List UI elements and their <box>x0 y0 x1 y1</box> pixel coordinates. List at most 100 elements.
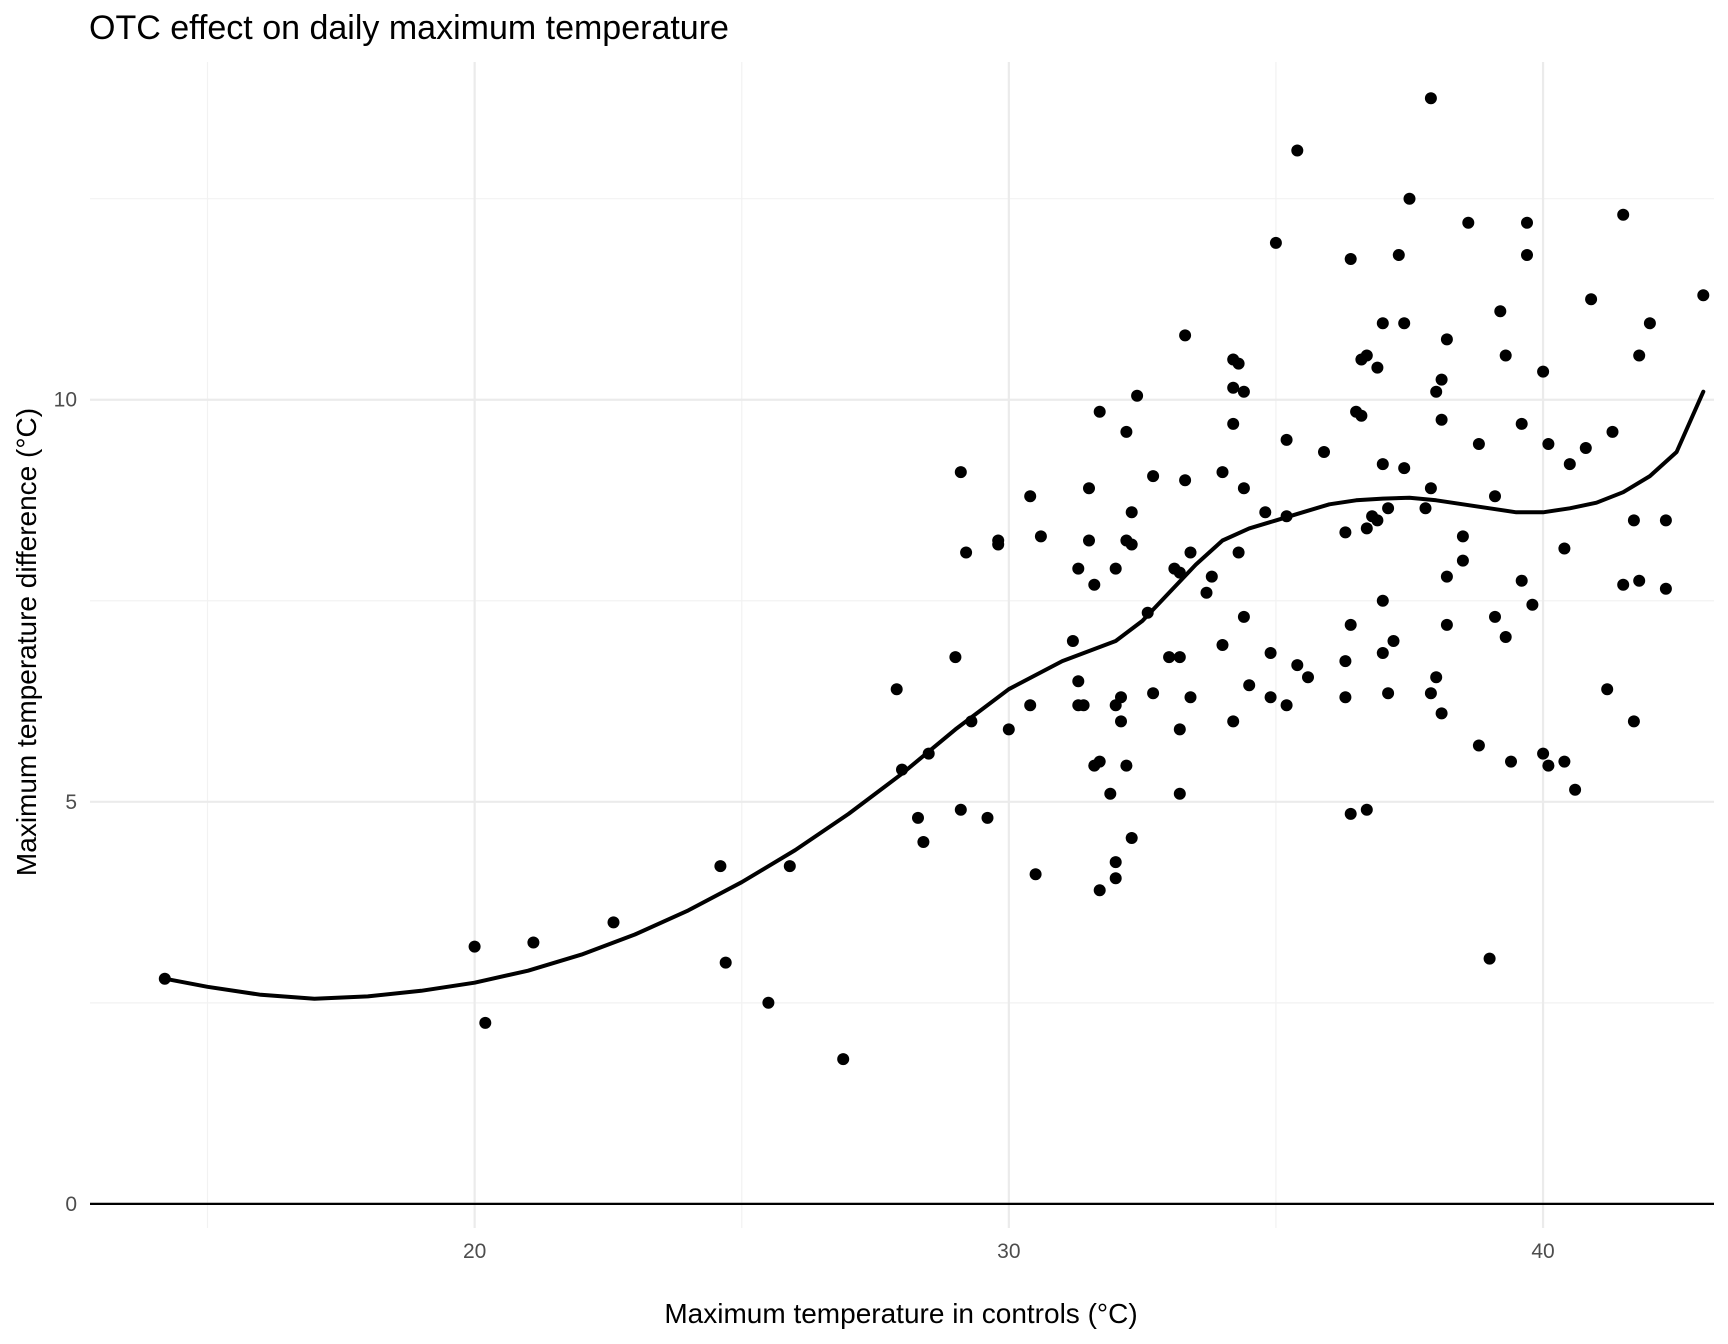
data-point <box>1456 554 1469 567</box>
y-tick-label: 10 <box>54 389 77 412</box>
data-point <box>837 1053 850 1066</box>
x-tick-label: 40 <box>1531 1240 1554 1263</box>
data-point <box>1339 655 1352 668</box>
data-point <box>1120 759 1133 772</box>
data-point <box>1344 253 1357 265</box>
data-point <box>1104 787 1117 800</box>
data-point <box>158 972 171 985</box>
data-point <box>992 534 1005 547</box>
data-point <box>1355 409 1368 422</box>
data-point <box>949 651 962 664</box>
x-axis-ticks: 20 30 40 <box>463 1240 1555 1263</box>
x-tick-label: 20 <box>463 1240 486 1263</box>
data-point <box>1259 506 1272 519</box>
data-point <box>1237 482 1250 495</box>
data-point <box>527 936 540 949</box>
data-point <box>1606 425 1619 438</box>
data-point <box>1526 598 1539 611</box>
data-point <box>1173 723 1186 736</box>
data-point <box>1216 639 1229 651</box>
data-point <box>1216 466 1229 479</box>
data-point <box>1489 490 1501 503</box>
data-point <box>890 683 903 696</box>
data-point <box>1034 530 1047 543</box>
data-point <box>981 811 994 824</box>
data-point <box>1291 659 1304 672</box>
data-point <box>1083 534 1095 547</box>
data-point <box>1237 610 1250 623</box>
data-point <box>1173 651 1186 664</box>
data-point <box>1125 506 1138 519</box>
data-point <box>1542 438 1555 450</box>
data-point <box>1398 317 1411 330</box>
data-point <box>1440 333 1453 346</box>
data-point <box>1109 872 1122 885</box>
data-point <box>1376 594 1389 607</box>
data-point <box>1115 691 1127 704</box>
data-point <box>1371 361 1384 374</box>
chart-title: OTC effect on daily maximum temperature <box>89 9 729 47</box>
data-point <box>954 466 967 479</box>
data-point <box>1269 236 1282 249</box>
data-point <box>1002 723 1015 736</box>
data-point <box>1302 671 1314 684</box>
data-point <box>1344 618 1357 631</box>
y-axis-ticks: 0 5 10 <box>54 389 77 1216</box>
data-point <box>1232 546 1245 559</box>
data-point <box>896 763 908 776</box>
data-point <box>607 916 620 929</box>
data-point <box>1093 405 1106 418</box>
data-point <box>1627 715 1640 728</box>
data-point <box>1147 470 1160 483</box>
data-point <box>1563 458 1576 471</box>
data-point <box>1184 546 1197 559</box>
data-point <box>1360 522 1373 535</box>
data-point <box>1339 526 1352 539</box>
data-point <box>1569 783 1582 796</box>
data-point <box>1472 438 1485 450</box>
data-point <box>1109 562 1122 575</box>
data-point <box>1440 570 1453 583</box>
data-point <box>1115 715 1127 728</box>
data-point <box>1066 635 1079 647</box>
data-point <box>1232 357 1245 370</box>
data-point <box>1083 482 1095 495</box>
data-point <box>1617 578 1630 591</box>
data-points <box>158 92 1710 1066</box>
data-point <box>1024 699 1037 712</box>
data-point <box>1515 574 1528 587</box>
data-point <box>783 860 796 873</box>
data-point <box>1435 373 1448 386</box>
x-tick-label: 30 <box>997 1240 1020 1263</box>
data-point <box>1424 482 1437 495</box>
data-point <box>1376 647 1389 659</box>
grid <box>90 62 1714 1228</box>
y-axis-title: Maximum temperature difference (°C) <box>11 408 42 876</box>
y-tick-label: 5 <box>65 791 77 814</box>
data-point <box>1424 92 1437 105</box>
data-point <box>1430 671 1443 684</box>
data-point <box>1558 542 1571 555</box>
data-point <box>762 996 775 1009</box>
data-point <box>1179 474 1192 487</box>
data-point <box>1227 381 1240 394</box>
data-point <box>719 956 732 969</box>
data-point <box>1360 803 1373 816</box>
data-point <box>1435 707 1448 720</box>
data-point <box>1339 691 1352 704</box>
data-point <box>960 546 973 559</box>
data-point <box>1633 574 1646 587</box>
data-point <box>1521 216 1533 229</box>
data-point <box>1558 755 1571 768</box>
data-point <box>1131 389 1144 402</box>
data-point <box>1398 462 1411 475</box>
data-point <box>1125 832 1138 844</box>
data-point <box>1093 884 1106 897</box>
data-point <box>1499 349 1512 362</box>
data-point <box>1227 715 1240 728</box>
data-point <box>1077 699 1090 712</box>
data-point <box>1200 586 1213 599</box>
data-point <box>714 860 727 873</box>
data-point <box>1205 570 1218 583</box>
